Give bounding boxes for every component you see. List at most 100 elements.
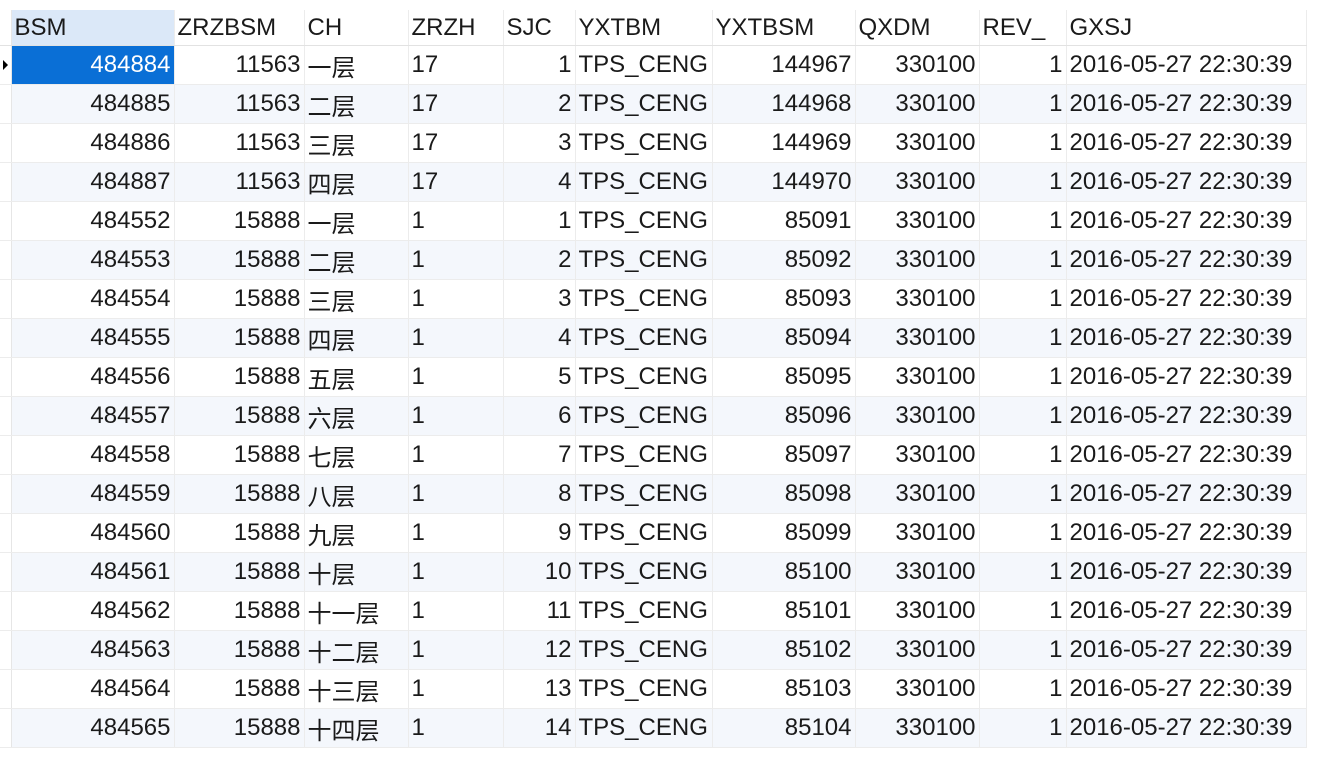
cell-yxtbsm[interactable]: 85104 (712, 708, 856, 748)
cell-yxtbm[interactable]: TPS_CENG (575, 474, 713, 514)
table-row[interactable]: 484555 15888 四层 1 4 TPS_CENG 85094 330100 1 2016-… (0, 318, 1307, 358)
cell-yxtbsm[interactable]: 85098 (712, 474, 856, 514)
cell-yxtbsm[interactable]: 85102 (712, 630, 856, 670)
cell-zrzbsm[interactable]: 11563 (174, 45, 305, 85)
cell-gxsj[interactable]: 2016-05-27 22:30:39 (1066, 201, 1307, 241)
cell-ch[interactable]: 二层 (304, 84, 409, 124)
cell-rev[interactable]: 1 (979, 123, 1067, 163)
cell-yxtbm[interactable]: TPS_CENG (575, 435, 713, 475)
cell-ch[interactable]: 十二层 (304, 630, 409, 670)
cell-bsm[interactable]: 484565 (11, 708, 175, 748)
cell-gxsj[interactable]: 2016-05-27 22:30:39 (1066, 552, 1307, 592)
column-header-zrzbsm[interactable]: ZRZBSM (174, 10, 305, 46)
cell-qxdm[interactable]: 330100 (855, 591, 980, 631)
cell-ch[interactable]: 十四层 (304, 708, 409, 748)
cell-yxtbm[interactable]: TPS_CENG (575, 318, 713, 358)
cell-rev[interactable]: 1 (979, 513, 1067, 553)
table-row[interactable]: 484564 15888 十三层 1 13 TPS_CENG 85103 330100 1 201… (0, 669, 1307, 709)
cell-sjc[interactable]: 11 (503, 591, 576, 631)
cell-zrzh[interactable]: 1 (408, 357, 504, 397)
cell-zrzbsm[interactable]: 15888 (174, 240, 305, 280)
cell-zrzbsm[interactable]: 15888 (174, 435, 305, 475)
cell-zrzh[interactable]: 1 (408, 474, 504, 514)
cell-yxtbsm[interactable]: 85095 (712, 357, 856, 397)
row-indicator[interactable] (0, 708, 12, 748)
cell-bsm[interactable]: 484887 (11, 162, 175, 202)
cell-yxtbsm[interactable]: 85094 (712, 318, 856, 358)
cell-yxtbsm[interactable]: 144970 (712, 162, 856, 202)
cell-zrzbsm[interactable]: 15888 (174, 591, 305, 631)
cell-ch[interactable]: 四层 (304, 162, 409, 202)
cell-ch[interactable]: 三层 (304, 279, 409, 319)
cell-yxtbm[interactable]: TPS_CENG (575, 162, 713, 202)
cell-qxdm[interactable]: 330100 (855, 318, 980, 358)
cell-qxdm[interactable]: 330100 (855, 201, 980, 241)
cell-gxsj[interactable]: 2016-05-27 22:30:39 (1066, 513, 1307, 553)
table-row[interactable]: 484561 15888 十层 1 10 TPS_CENG 85100 330100 1 2016… (0, 552, 1307, 592)
cell-zrzh[interactable]: 1 (408, 513, 504, 553)
cell-bsm[interactable]: 484560 (11, 513, 175, 553)
cell-rev[interactable]: 1 (979, 474, 1067, 514)
cell-ch[interactable]: 九层 (304, 513, 409, 553)
column-header-gxsj[interactable]: GXSJ (1066, 10, 1307, 46)
cell-bsm[interactable]: 484556 (11, 357, 175, 397)
row-indicator[interactable] (0, 84, 12, 124)
cell-gxsj[interactable]: 2016-05-27 22:30:39 (1066, 45, 1307, 85)
cell-yxtbm[interactable]: TPS_CENG (575, 396, 713, 436)
cell-gxsj[interactable]: 2016-05-27 22:30:39 (1066, 474, 1307, 514)
cell-ch[interactable]: 十层 (304, 552, 409, 592)
column-header-yxtbsm[interactable]: YXTBSM (712, 10, 856, 46)
cell-bsm[interactable]: 484555 (11, 318, 175, 358)
cell-qxdm[interactable]: 330100 (855, 279, 980, 319)
cell-sjc[interactable]: 4 (503, 318, 576, 358)
cell-yxtbm[interactable]: TPS_CENG (575, 279, 713, 319)
column-header-yxtbm[interactable]: YXTBM (575, 10, 713, 46)
cell-rev[interactable]: 1 (979, 201, 1067, 241)
table-row[interactable]: 484556 15888 五层 1 5 TPS_CENG 85095 330100 1 2016-… (0, 357, 1307, 397)
cell-qxdm[interactable]: 330100 (855, 708, 980, 748)
cell-qxdm[interactable]: 330100 (855, 84, 980, 124)
table-row[interactable]: 484887 11563 四层 17 4 TPS_CENG 144970 330100 1 201… (0, 162, 1307, 202)
cell-yxtbsm[interactable]: 85099 (712, 513, 856, 553)
cell-rev[interactable]: 1 (979, 630, 1067, 670)
table-row[interactable]: 484563 15888 十二层 1 12 TPS_CENG 85102 330100 1 201… (0, 630, 1307, 670)
cell-zrzh[interactable]: 17 (408, 123, 504, 163)
cell-bsm[interactable]: 484557 (11, 396, 175, 436)
table-row[interactable]: 484885 11563 二层 17 2 TPS_CENG 144968 330100 1 201… (0, 84, 1307, 124)
cell-qxdm[interactable]: 330100 (855, 396, 980, 436)
cell-yxtbm[interactable]: TPS_CENG (575, 240, 713, 280)
cell-yxtbsm[interactable]: 85097 (712, 435, 856, 475)
cell-sjc[interactable]: 3 (503, 279, 576, 319)
cell-zrzbsm[interactable]: 15888 (174, 201, 305, 241)
cell-bsm[interactable]: 484561 (11, 552, 175, 592)
cell-gxsj[interactable]: 2016-05-27 22:30:39 (1066, 396, 1307, 436)
cell-rev[interactable]: 1 (979, 396, 1067, 436)
cell-gxsj[interactable]: 2016-05-27 22:30:39 (1066, 708, 1307, 748)
cell-ch[interactable]: 十一层 (304, 591, 409, 631)
row-indicator[interactable] (0, 513, 12, 553)
cell-sjc[interactable]: 13 (503, 669, 576, 709)
cell-bsm[interactable]: 484562 (11, 591, 175, 631)
cell-ch[interactable]: 八层 (304, 474, 409, 514)
row-indicator[interactable] (0, 240, 12, 280)
cell-zrzh[interactable]: 1 (408, 240, 504, 280)
cell-ch[interactable]: 一层 (304, 201, 409, 241)
cell-zrzh[interactable]: 1 (408, 279, 504, 319)
cell-zrzbsm[interactable]: 15888 (174, 708, 305, 748)
row-indicator[interactable] (0, 318, 12, 358)
cell-bsm[interactable]: 484885 (11, 84, 175, 124)
row-indicator[interactable] (0, 591, 12, 631)
cell-ch[interactable]: 二层 (304, 240, 409, 280)
cell-rev[interactable]: 1 (979, 357, 1067, 397)
cell-ch[interactable]: 一层 (304, 45, 409, 85)
row-indicator[interactable] (0, 123, 12, 163)
cell-yxtbsm[interactable]: 85092 (712, 240, 856, 280)
cell-zrzh[interactable]: 17 (408, 84, 504, 124)
cell-rev[interactable]: 1 (979, 45, 1067, 85)
cell-zrzbsm[interactable]: 15888 (174, 513, 305, 553)
cell-yxtbsm[interactable]: 144969 (712, 123, 856, 163)
column-header-zrzh[interactable]: ZRZH (408, 10, 504, 46)
cell-qxdm[interactable]: 330100 (855, 123, 980, 163)
table-row[interactable]: 484562 15888 十一层 1 11 TPS_CENG 85101 330100 1 201… (0, 591, 1307, 631)
cell-zrzbsm[interactable]: 15888 (174, 279, 305, 319)
